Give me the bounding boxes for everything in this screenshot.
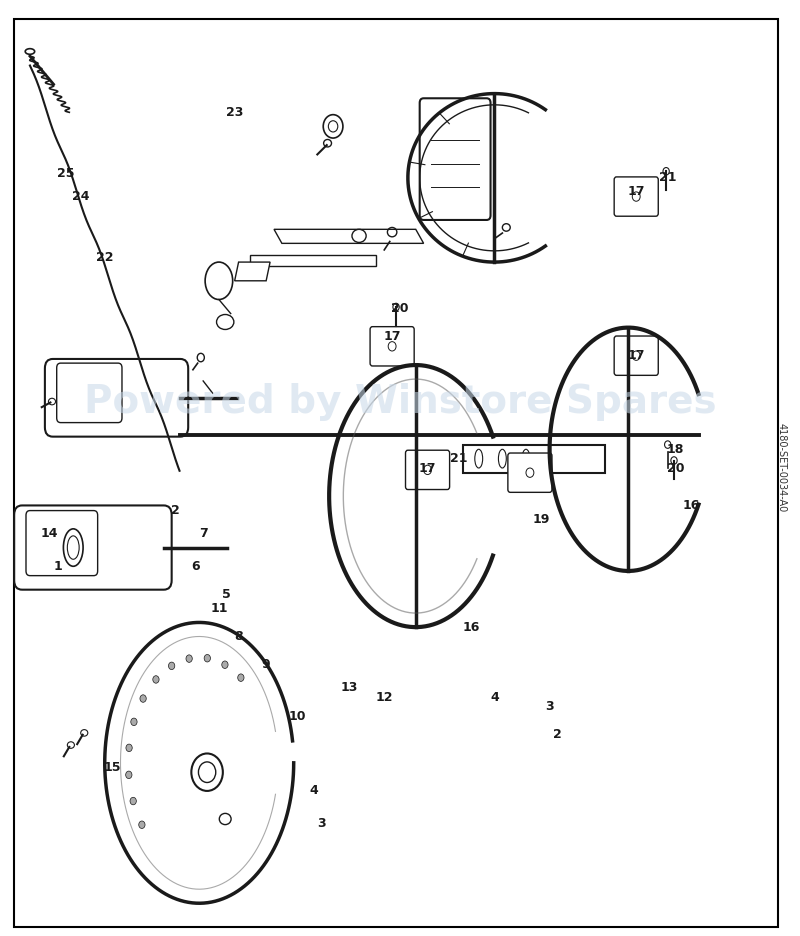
Text: 7: 7 <box>198 527 207 540</box>
Text: Powered by Winstore Spares: Powered by Winstore Spares <box>84 384 716 421</box>
Text: 2: 2 <box>553 728 562 741</box>
Ellipse shape <box>130 718 137 725</box>
FancyBboxPatch shape <box>508 453 552 492</box>
Ellipse shape <box>186 655 192 663</box>
Polygon shape <box>274 229 424 243</box>
Text: 16: 16 <box>682 499 700 512</box>
Text: 22: 22 <box>96 251 114 264</box>
Text: 6: 6 <box>191 560 199 573</box>
Text: 5: 5 <box>222 588 231 601</box>
FancyBboxPatch shape <box>420 98 490 220</box>
Ellipse shape <box>140 695 146 702</box>
Ellipse shape <box>222 661 228 668</box>
Polygon shape <box>463 445 605 473</box>
Text: 3: 3 <box>317 817 326 830</box>
Text: 17: 17 <box>383 330 401 344</box>
Ellipse shape <box>204 654 210 662</box>
FancyBboxPatch shape <box>370 327 414 366</box>
FancyBboxPatch shape <box>57 363 122 423</box>
Ellipse shape <box>138 821 145 828</box>
Text: 24: 24 <box>72 190 90 203</box>
Text: 13: 13 <box>340 681 358 695</box>
Text: 9: 9 <box>262 658 270 671</box>
Text: 18: 18 <box>667 443 684 456</box>
FancyBboxPatch shape <box>26 510 98 576</box>
FancyBboxPatch shape <box>406 450 450 490</box>
Text: 2: 2 <box>171 504 180 517</box>
Text: 11: 11 <box>210 602 228 615</box>
Ellipse shape <box>126 771 132 779</box>
Ellipse shape <box>238 674 244 681</box>
Text: 20: 20 <box>391 302 409 315</box>
Text: 1: 1 <box>53 560 62 573</box>
Text: 3: 3 <box>546 700 554 713</box>
FancyBboxPatch shape <box>14 505 172 590</box>
Text: 19: 19 <box>533 513 550 526</box>
FancyBboxPatch shape <box>614 336 658 375</box>
Polygon shape <box>250 255 376 266</box>
Text: 15: 15 <box>104 761 122 774</box>
FancyBboxPatch shape <box>614 177 658 216</box>
Text: 4: 4 <box>490 691 499 704</box>
Ellipse shape <box>153 676 159 683</box>
Text: 17: 17 <box>627 185 645 198</box>
Text: 4180-SET-0034-A0: 4180-SET-0034-A0 <box>777 423 787 513</box>
Text: 16: 16 <box>462 621 479 634</box>
FancyBboxPatch shape <box>45 358 188 436</box>
Text: 21: 21 <box>659 171 677 184</box>
Text: 8: 8 <box>234 630 243 643</box>
Text: 12: 12 <box>375 691 393 704</box>
Text: 14: 14 <box>41 527 58 540</box>
Ellipse shape <box>130 797 136 805</box>
Text: 25: 25 <box>57 167 74 180</box>
Text: 20: 20 <box>667 461 684 475</box>
Text: 17: 17 <box>419 461 436 475</box>
Ellipse shape <box>169 662 174 669</box>
Polygon shape <box>234 262 270 281</box>
Text: 21: 21 <box>450 452 468 465</box>
Text: 17: 17 <box>627 349 645 362</box>
Text: 4: 4 <box>309 784 318 797</box>
Text: 23: 23 <box>226 106 243 119</box>
Ellipse shape <box>126 744 132 752</box>
Text: 10: 10 <box>289 709 306 723</box>
